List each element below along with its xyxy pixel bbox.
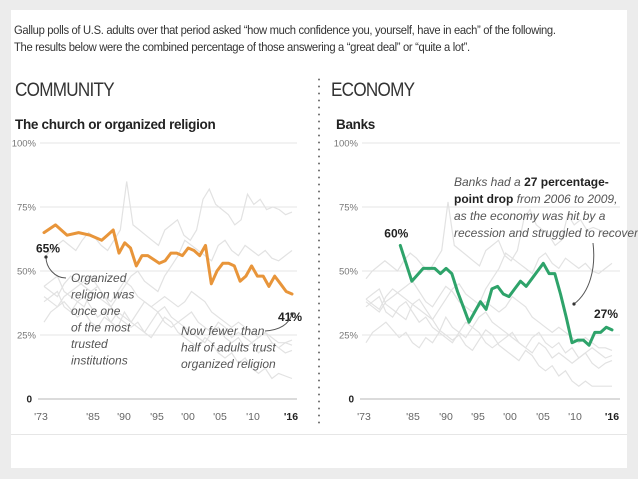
y-tick-label: 25%	[17, 331, 37, 342]
background-series-line	[365, 201, 613, 280]
x-tick-label: '05	[213, 411, 227, 423]
chart-title-religion: The church or organized religion	[15, 117, 216, 132]
section-title-economy: ECONOMY	[331, 80, 415, 101]
annotation-emphasis: 27 percentage-	[524, 175, 609, 189]
end-value-label: 27%	[594, 307, 618, 321]
annotation-segment: from 2006 to 2009,	[513, 192, 617, 206]
annotation-text: organized religion	[181, 357, 276, 371]
y-tick-label: 100%	[12, 139, 37, 150]
chart-banks: 100% 75% 50% 25% 0'73 '85 '90 '95 '00 '05 '10 '16 60…	[334, 139, 638, 424]
annotation-text: religion was	[71, 288, 134, 302]
intro-text: Gallup polls of U.S. adults over that pe…	[14, 22, 624, 56]
start-value-label: 65%	[36, 242, 60, 256]
y-tick-label: 0	[348, 395, 354, 406]
y-tick-label: 0	[26, 395, 32, 406]
background-series-line	[43, 275, 293, 346]
background-series-line	[43, 290, 293, 354]
start-value-label: 60%	[384, 226, 408, 240]
background-series-line	[43, 300, 293, 349]
annotation-arrow	[45, 256, 67, 279]
x-tick-label: '90	[117, 411, 131, 423]
x-tick-label: '05	[536, 411, 550, 423]
x-tick-label: '95	[471, 411, 485, 423]
x-tick-label: '00	[181, 411, 195, 423]
x-tick-label: '90	[439, 411, 453, 423]
x-tick-label: '00	[503, 411, 517, 423]
annotation-arrow-head	[290, 312, 294, 316]
y-tick-label: 50%	[339, 267, 359, 278]
bottom-rule	[11, 434, 627, 435]
series-line-religion	[42, 223, 294, 296]
intro-line-2: The results below were the combined perc…	[14, 40, 470, 54]
chart-title-banks: Banks	[336, 117, 376, 132]
intro-line-1: Gallup polls of U.S. adults over that pe…	[14, 23, 556, 37]
annotation-text: once one	[71, 304, 121, 318]
section-divider	[318, 76, 320, 426]
annotation-text: recession and struggled to recover	[454, 226, 638, 240]
annotation-arrow	[573, 242, 595, 305]
annotation-segment: Banks had a	[454, 175, 524, 189]
annotation-segment: recession and struggled to recover	[454, 226, 638, 240]
series-line-banks	[398, 243, 614, 347]
y-tick-label: 25%	[339, 331, 359, 342]
annotation-text: Organized	[71, 271, 127, 285]
y-tick-label: 75%	[17, 203, 37, 214]
y-tick-label: 100%	[334, 139, 359, 150]
background-series-line	[43, 181, 293, 259]
section-title-community: COMMUNITY	[15, 80, 115, 101]
y-tick-label: 50%	[17, 267, 37, 278]
x-tick-label: '10	[246, 411, 260, 423]
background-series-line	[365, 252, 613, 321]
x-tick-label: '16	[605, 411, 619, 423]
annotation-segment: as the economy was hit by a	[454, 209, 606, 223]
background-series-line	[43, 275, 293, 380]
annotation-text: as the economy was hit by a	[454, 209, 606, 223]
x-tick-label: '95	[150, 411, 164, 423]
annotation-text: trusted	[71, 337, 108, 351]
annotation-text: institutions	[71, 354, 128, 368]
annotation-text: half of adults trust	[181, 341, 276, 355]
chart-religion: 100% 75% 50% 25% 0'73 '85 '90 '95 '00 '05 '10 '16 65…	[12, 139, 303, 424]
annotation-arrow-head	[572, 302, 576, 306]
x-tick-label: '16	[284, 411, 298, 423]
x-tick-label: '85	[86, 411, 100, 423]
x-tick-label: '10	[568, 411, 582, 423]
annotation-text: Now fewer than	[181, 324, 265, 338]
background-series-line	[365, 287, 612, 387]
annotation-arrow	[264, 313, 293, 332]
annotation-emphasis: point drop	[454, 192, 513, 206]
y-tick-label: 75%	[339, 203, 359, 214]
end-value-label: 41%	[278, 310, 302, 324]
x-tick-label: '73	[357, 411, 371, 423]
annotation-text: point drop from 2006 to 2009,	[454, 192, 617, 206]
annotation-arrow-head	[44, 255, 48, 259]
background-series-line	[43, 239, 293, 308]
background-series-line	[365, 321, 613, 370]
x-tick-label: '73	[34, 411, 48, 423]
background-series-line	[365, 295, 613, 359]
annotation-text: of the most	[71, 321, 131, 335]
annotation-text: Banks had a 27 percentage-	[454, 175, 609, 189]
x-tick-label: '85	[406, 411, 420, 423]
